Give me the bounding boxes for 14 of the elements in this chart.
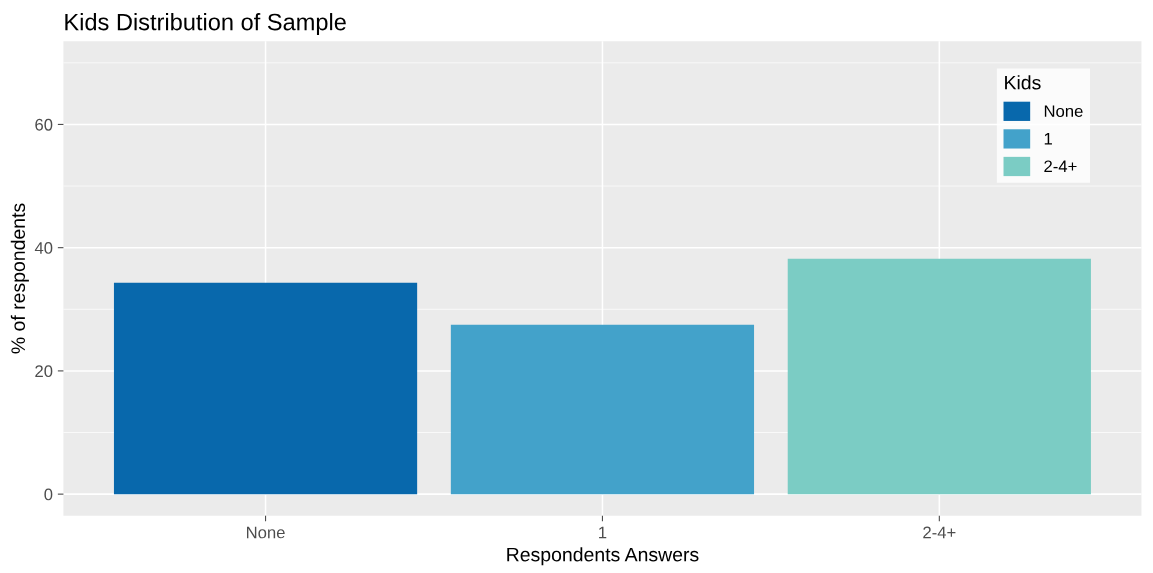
y-tick-label: 40 [34,242,53,254]
legend-label: 1 [1044,132,1052,145]
x-axis-title: Respondents Answers [507,547,699,566]
legend-label: 2-4+ [1044,160,1077,173]
y-tick-label: 60 [35,118,53,131]
x-tick-label: 1 [599,526,607,539]
x-tick-label: 2-4+ [923,526,956,539]
chart-title: Kids Distribution of Sample [65,13,346,36]
y-tick-label: 0 [44,488,53,501]
y-axis-title: % of respondents [10,203,29,354]
y-tick-label: 20 [35,365,53,378]
legend-label: None [1044,105,1083,118]
x-tick-label: None [247,526,285,539]
legend-title: Kids [1005,75,1041,90]
